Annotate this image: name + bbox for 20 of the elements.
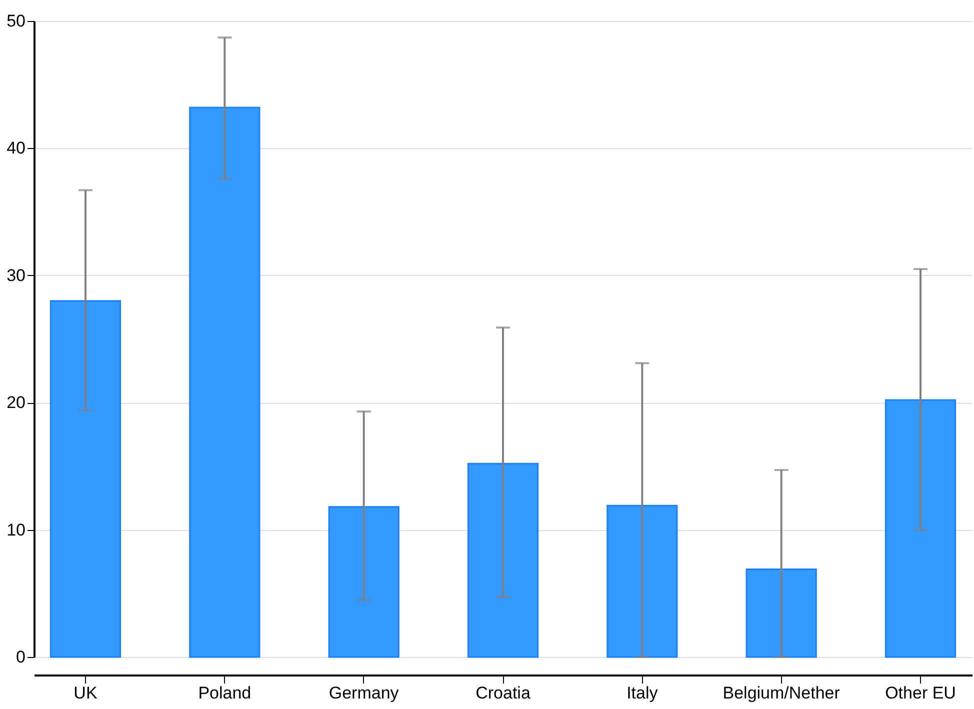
x-tick-label: Germany bbox=[328, 684, 400, 702]
bar bbox=[328, 506, 400, 658]
x-tick-label: UK bbox=[74, 684, 98, 702]
bar bbox=[189, 106, 260, 658]
y-tick-label: 50 bbox=[6, 12, 26, 30]
x-tick-label: Poland bbox=[198, 684, 252, 702]
bar bbox=[467, 462, 539, 658]
bar bbox=[746, 568, 817, 658]
bar bbox=[884, 399, 956, 658]
bar bbox=[606, 504, 678, 658]
y-tick-label: 30 bbox=[6, 266, 26, 285]
x-tick-label: Italy bbox=[626, 684, 658, 702]
y-tick-label: 20 bbox=[6, 393, 26, 412]
x-tick-label: Other EU bbox=[885, 684, 956, 702]
x-tick-label: Belgium/Nether bbox=[722, 684, 840, 702]
bar bbox=[50, 300, 122, 658]
y-tick-label: 40 bbox=[6, 138, 26, 158]
y-tick-label: 0 bbox=[16, 648, 26, 666]
y-tick-label: 10 bbox=[6, 520, 26, 540]
x-tick-label: Croatia bbox=[476, 684, 531, 702]
